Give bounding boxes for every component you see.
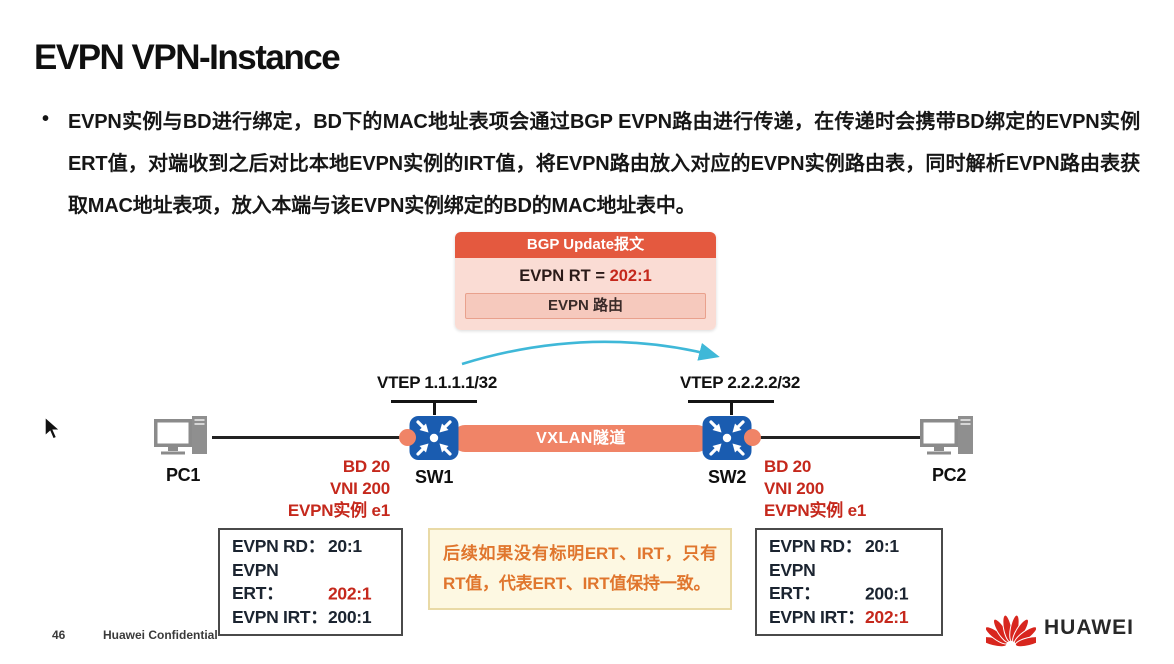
evpn-rt-label: EVPN RT =: [519, 267, 610, 285]
table-row: EVPN RD： 20:1: [769, 536, 899, 556]
link-pc1-sw1: [212, 436, 410, 439]
pc2-icon: [920, 416, 973, 455]
sw1-evpn-instance-note: EVPN实例 e1: [287, 501, 390, 520]
sw2-bd-note: BD 20: [764, 457, 812, 476]
link-sw2-pc2: [752, 436, 924, 439]
bgp-update-header: BGP Update报文: [455, 232, 716, 258]
sw2-label: SW2: [707, 467, 747, 487]
page-title: EVPN VPN-Instance: [34, 38, 341, 77]
huawei-wordmark: HUAWEI: [1044, 616, 1134, 639]
huawei-flower-icon: [986, 614, 1036, 648]
bullet-paragraph: EVPN实例与BD进行绑定，BD下的MAC地址表项会通过BGP EVPN路由进行…: [68, 111, 1140, 217]
bgp-update-body: EVPN RT = 202:1 EVPN 路由: [455, 258, 716, 330]
mouse-cursor-icon: [44, 416, 62, 440]
confidential-label: Huawei Confidential: [103, 628, 218, 642]
table-row: EVPN IRT：202:1: [769, 606, 909, 627]
table-row: EVPN ERT： 200:1: [769, 559, 909, 604]
evpn-rt-line: EVPN RT = 202:1: [465, 267, 706, 286]
bgp-update-box: BGP Update报文 EVPN RT = 202:1 EVPN 路由: [455, 232, 716, 330]
pc2-label: PC2: [931, 465, 967, 485]
pc1-icon: [154, 416, 207, 455]
evpn-route-box: EVPN 路由: [465, 293, 706, 319]
huawei-logo: HUAWEI: [986, 608, 1134, 648]
pc1-label: PC1: [165, 465, 201, 485]
sw1-label: SW1: [414, 467, 454, 487]
vxlan-tunnel: VXLAN隧道: [452, 425, 710, 452]
sw2-antenna-stem: [730, 401, 733, 415]
sw1-evpn-table: EVPN RD： 20:1 EVPN ERT： 202:1 EVPN IRT：200…: [218, 528, 403, 636]
sw1-switch-icon: [409, 416, 459, 460]
sw1-bd-note: BD 20: [342, 457, 390, 476]
sw1-vni-note: VNI 200: [329, 479, 390, 498]
sw2-evpn-instance-note: EVPN实例 e1: [764, 501, 867, 520]
rt-note-box: 后续如果没有标明ERT、IRT，只有RT值，代表ERT、IRT值保持一致。: [428, 528, 732, 610]
sw2-switch-icon: [702, 416, 752, 460]
route-advertise-arrow: [461, 340, 720, 366]
table-row: EVPN RD： 20:1: [232, 536, 362, 556]
sw2-binding-notes: BD 20 VNI 200 EVPN实例 e1: [764, 456, 934, 522]
vtep1-label: VTEP 1.1.1.1/32: [377, 373, 497, 392]
sw2-evpn-table: EVPN RD： 20:1 EVPN ERT： 200:1 EVPN IRT：202…: [755, 528, 943, 636]
evpn-rt-value: 202:1: [609, 267, 652, 285]
sw1-antenna-stem: [433, 401, 436, 415]
table-row: EVPN ERT： 202:1: [232, 559, 372, 604]
sw2-vni-note: VNI 200: [764, 479, 825, 498]
tunnel-endpoint-right: [744, 429, 761, 446]
bullet-marker: •: [42, 108, 50, 130]
vtep2-label: VTEP 2.2.2.2/32: [680, 373, 800, 392]
page-number: 46: [52, 628, 66, 642]
sw1-binding-notes: BD 20 VNI 200 EVPN实例 e1: [240, 456, 390, 522]
tunnel-endpoint-left: [399, 429, 416, 446]
table-row: EVPN IRT：200:1: [232, 606, 372, 627]
